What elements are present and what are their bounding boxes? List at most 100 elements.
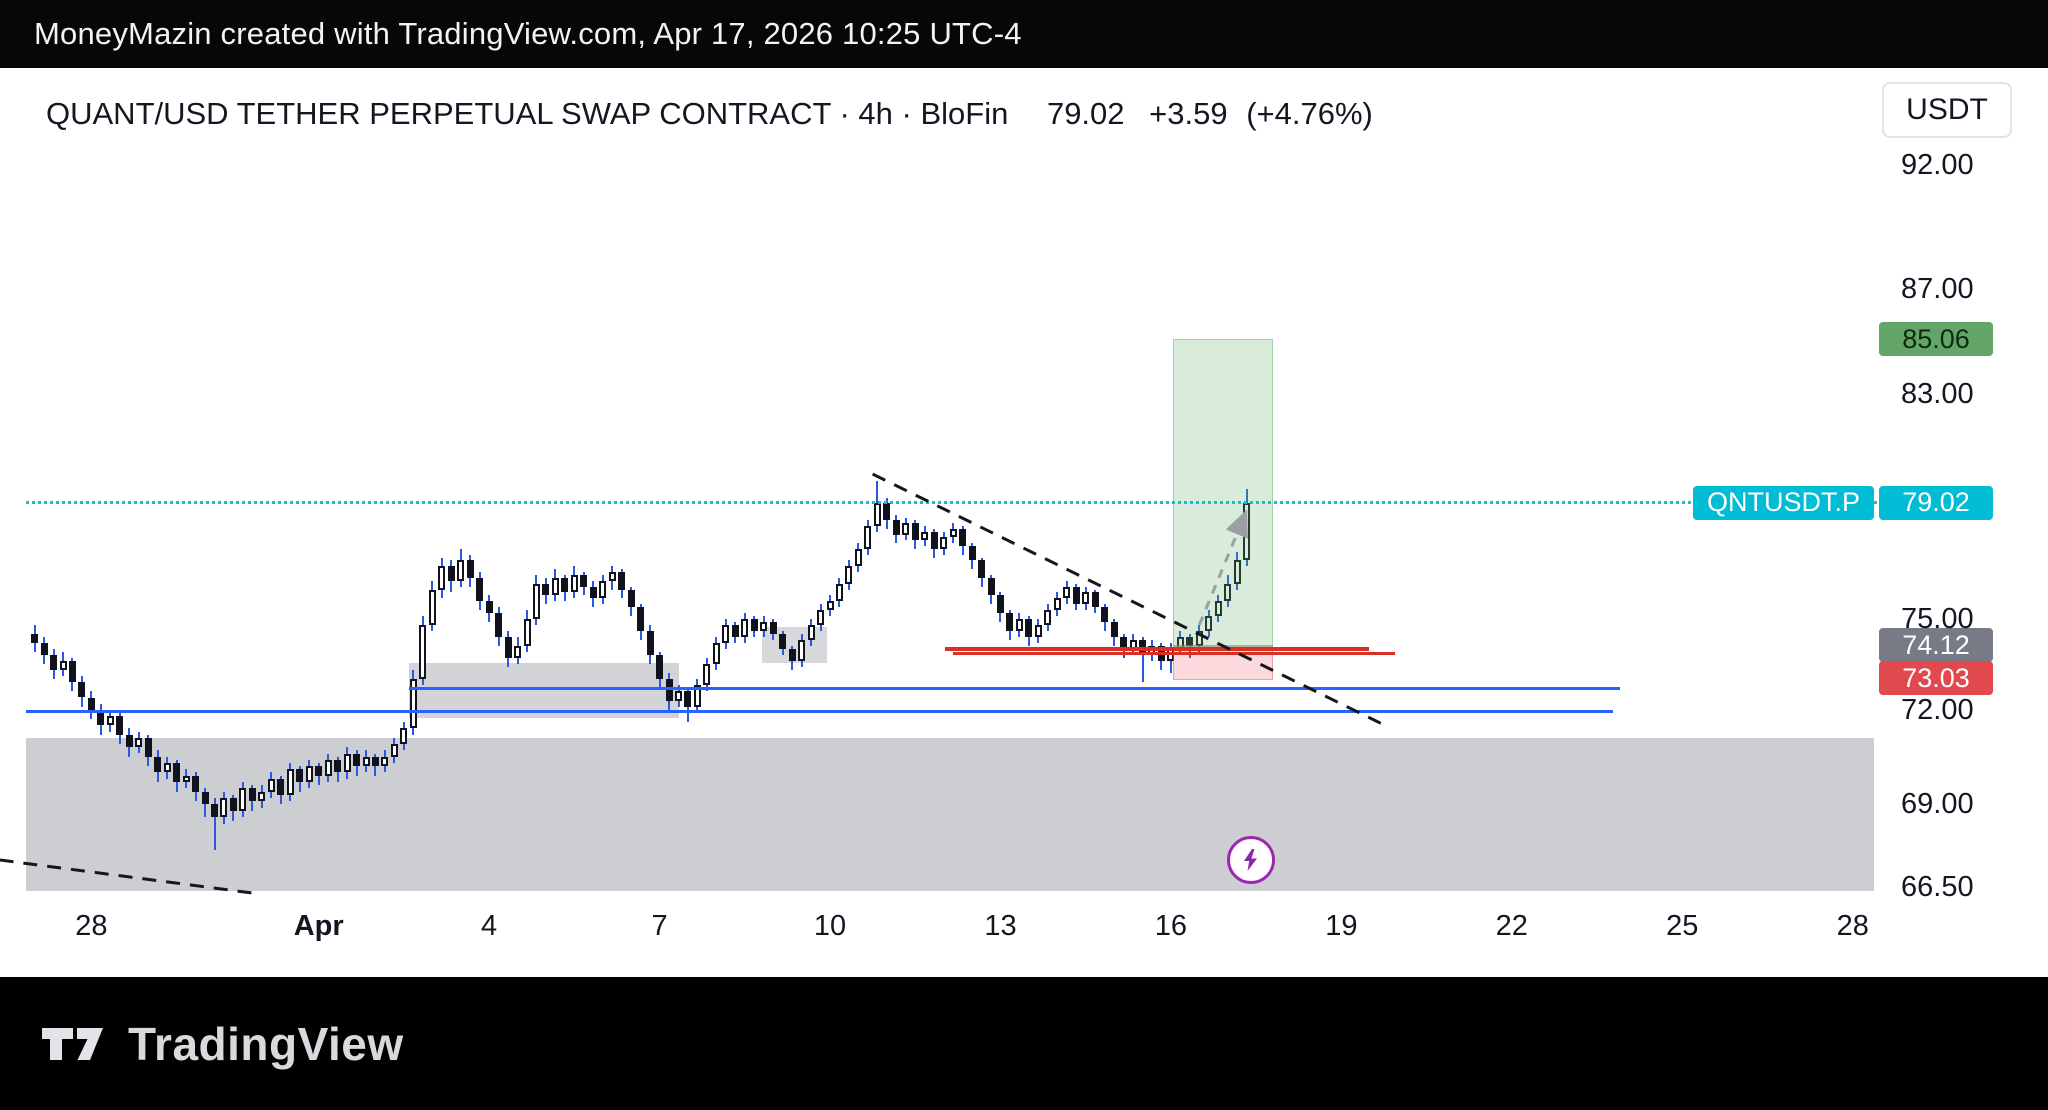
candle-body <box>400 728 408 745</box>
candle-body <box>324 759 332 776</box>
candle-body <box>570 574 578 593</box>
symbol-title: QUANT/USD TETHER PERPETUAL SWAP CONTRACT… <box>46 96 1009 131</box>
candle-body <box>618 572 626 590</box>
candle-body <box>173 762 181 783</box>
candle-body <box>1025 619 1033 637</box>
candle-body <box>892 520 900 535</box>
time-tick-label: 19 <box>1325 910 1358 942</box>
candle-body <box>485 601 493 614</box>
candle-body <box>987 577 995 596</box>
tradingview-brand-text: TradingView <box>128 1017 404 1070</box>
candle-body <box>1006 613 1014 631</box>
candle-body <box>523 619 531 646</box>
candle-body <box>315 766 323 776</box>
time-tick-label: 28 <box>1836 910 1869 942</box>
attribution-text: MoneyMazin created with TradingView.com,… <box>34 16 1022 51</box>
entry-price-value: 74.12 <box>1902 629 1970 660</box>
candle-body <box>409 679 417 729</box>
horizontal-line <box>408 686 1620 690</box>
lightning-bolt-icon <box>1244 848 1258 871</box>
candle-body <box>779 633 787 649</box>
currency-unit-button[interactable]: USDT <box>1882 82 2012 138</box>
candle-body <box>466 560 474 578</box>
candle-body <box>873 503 881 527</box>
candle-body <box>419 624 427 680</box>
horizontal-line <box>944 646 1369 651</box>
candle-body <box>817 610 825 625</box>
chart-legend: QUANT/USD TETHER PERPETUAL SWAP CONTRACT… <box>46 96 1373 132</box>
candle-body <box>1101 607 1109 622</box>
price-tick-label: 69.00 <box>1901 788 1974 821</box>
lightning-marker-icon[interactable] <box>1227 835 1276 884</box>
candle-body <box>949 528 957 538</box>
candle-body <box>599 580 607 599</box>
candle-body <box>712 642 720 664</box>
candle-body <box>277 778 285 795</box>
candle-body <box>561 577 569 593</box>
candle-body <box>864 526 872 549</box>
candle-body <box>1053 598 1061 611</box>
last-price-value: 79.02 <box>1902 487 1970 518</box>
candle-body <box>902 523 910 535</box>
symbol-flag-text: QNTUSDT.P <box>1706 487 1860 518</box>
candle-body <box>220 798 228 818</box>
candle-body <box>258 791 266 802</box>
candle-body <box>1072 586 1080 605</box>
candle-body <box>608 572 616 581</box>
candle-body <box>996 595 1004 614</box>
candle-body <box>447 566 455 581</box>
time-tick-label: Apr <box>293 910 344 942</box>
candle-body <box>978 560 986 578</box>
candle-body <box>371 756 379 767</box>
candle-body <box>968 546 976 561</box>
shaded-zone <box>408 663 680 719</box>
candle-body <box>542 583 550 596</box>
currency-unit-label: USDT <box>1906 93 1988 126</box>
candle-body <box>267 778 275 792</box>
candle-body <box>835 583 843 602</box>
candle-body <box>807 624 815 640</box>
candle-body <box>798 639 806 661</box>
time-axis[interactable]: 28 Apr 4 7 10 13 16 19 22 25 28 <box>0 910 1877 960</box>
target-price-value: 85.06 <box>1902 323 1970 354</box>
candle-body <box>381 756 389 767</box>
candle-body <box>1044 610 1052 625</box>
candle-body <box>40 642 48 655</box>
candle-body <box>438 566 446 590</box>
candle-body <box>854 548 862 567</box>
price-change-text: +3.59 <box>1149 96 1228 131</box>
candle-body <box>286 769 294 795</box>
shaded-zone <box>26 737 1875 892</box>
candle-body <box>921 531 929 541</box>
price-tick-label: 75.00 <box>1901 603 1974 636</box>
price-tick-label: 66.50 <box>1901 870 1974 903</box>
candle-body <box>684 691 692 707</box>
candle-body <box>665 679 673 701</box>
time-tick-label: 7 <box>651 910 668 942</box>
candle-body <box>125 734 133 748</box>
candle-body <box>911 523 919 541</box>
price-tick-label: 87.00 <box>1901 272 1974 305</box>
stop-price-badge: 73.03 <box>1879 661 1993 696</box>
candle-body <box>731 624 739 637</box>
price-axis[interactable]: 85.06 79.02 74.12 73.03 92.00 87.00 83.00 7… <box>1877 68 2048 977</box>
time-tick-label: 25 <box>1666 910 1699 942</box>
candle-body <box>883 503 891 521</box>
candle-body <box>1063 586 1071 599</box>
candle-body <box>703 663 711 686</box>
candle-body <box>343 753 351 773</box>
candle-body <box>229 798 237 811</box>
candle-body <box>788 648 796 661</box>
candle-body <box>182 775 190 783</box>
footer-bar: TradingView <box>0 977 2048 1110</box>
chart-plot-area[interactable] <box>0 68 1877 977</box>
candle-body <box>248 788 256 802</box>
candle-body <box>476 577 484 602</box>
candle-body <box>722 624 730 643</box>
candle-body <box>580 574 588 587</box>
candle-body <box>646 630 654 655</box>
time-tick-label: 16 <box>1154 910 1188 942</box>
last-price-text: 79.02 <box>1046 96 1125 131</box>
candle-body <box>1015 619 1023 631</box>
